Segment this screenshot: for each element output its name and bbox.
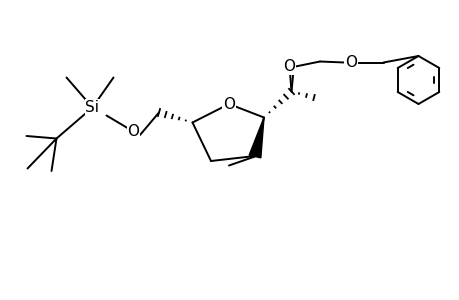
Text: O: O	[282, 59, 294, 74]
Text: O: O	[223, 97, 235, 112]
Text: Si: Si	[85, 100, 99, 115]
Text: O: O	[344, 55, 356, 70]
Text: O: O	[127, 124, 139, 139]
Polygon shape	[249, 118, 263, 158]
